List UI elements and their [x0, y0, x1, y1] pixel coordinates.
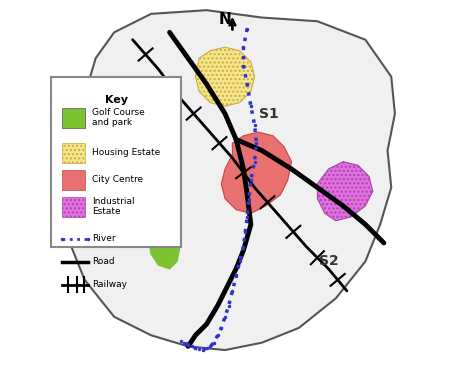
- FancyBboxPatch shape: [51, 76, 180, 247]
- Polygon shape: [221, 132, 292, 213]
- Polygon shape: [195, 47, 255, 106]
- Bar: [63, 170, 85, 190]
- Bar: [63, 197, 85, 217]
- Text: Railway: Railway: [92, 280, 127, 289]
- Text: S1: S1: [260, 106, 279, 121]
- Text: Road: Road: [92, 257, 115, 266]
- Polygon shape: [317, 162, 373, 221]
- Bar: [63, 108, 85, 128]
- Polygon shape: [66, 10, 395, 350]
- Text: City Centre: City Centre: [92, 175, 143, 184]
- Text: N: N: [219, 12, 231, 27]
- Text: S2: S2: [319, 254, 338, 268]
- Text: River: River: [92, 234, 116, 243]
- Text: Housing Estate: Housing Estate: [92, 148, 160, 157]
- Text: Key: Key: [104, 95, 127, 105]
- Text: Industrial
Estate: Industrial Estate: [92, 196, 135, 216]
- Bar: [63, 143, 85, 164]
- Polygon shape: [122, 80, 180, 269]
- Text: Golf Course
and park: Golf Course and park: [92, 108, 145, 127]
